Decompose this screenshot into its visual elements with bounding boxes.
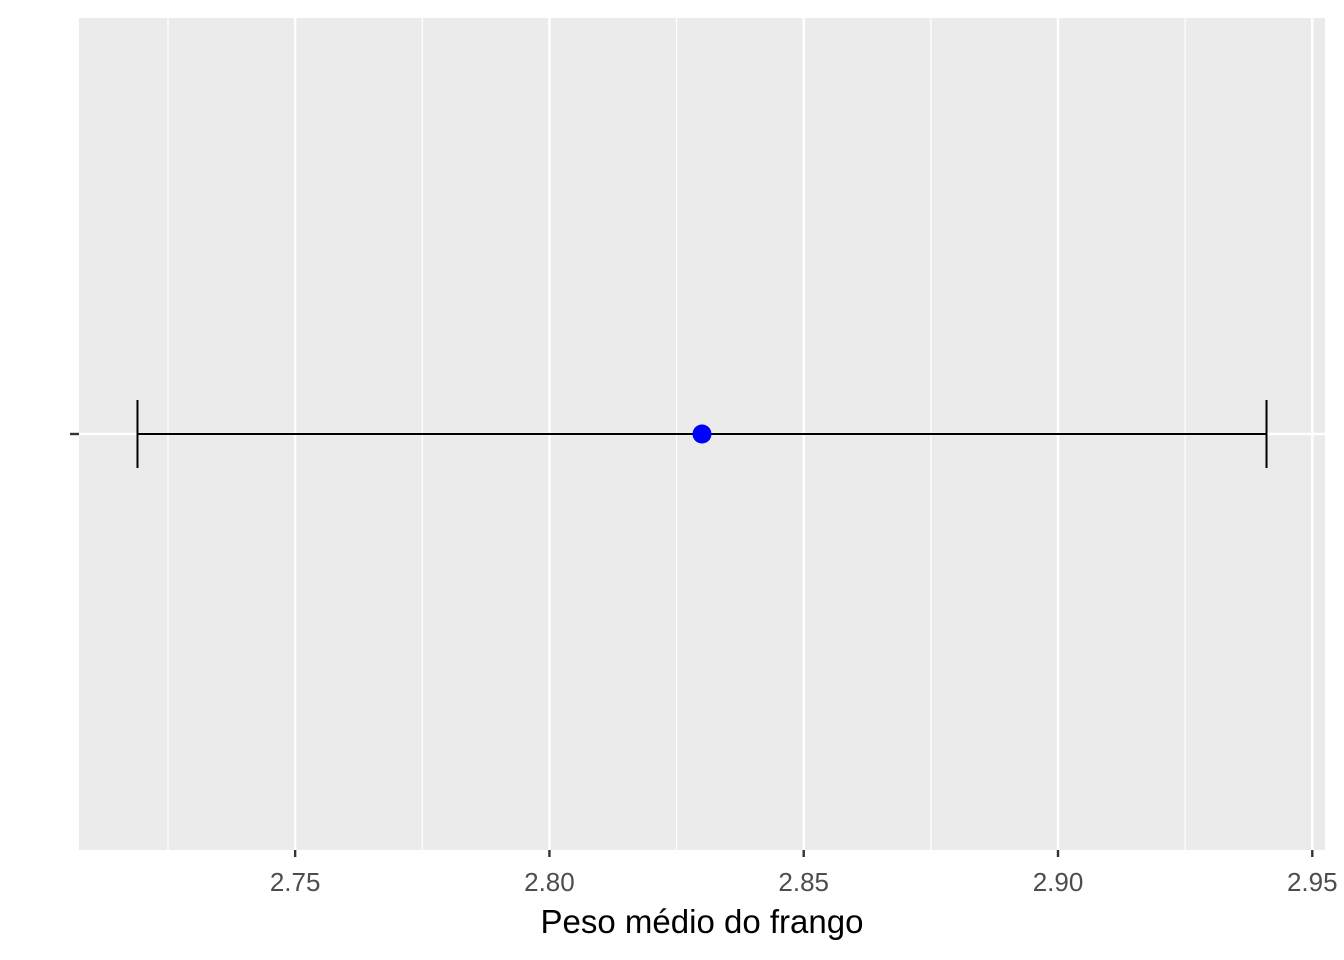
x-tick-label: 2.90	[1033, 867, 1084, 897]
x-axis-title: Peso médio do frango	[541, 903, 864, 940]
x-tick-label: 2.95	[1287, 867, 1338, 897]
x-tick-label: 2.75	[270, 867, 321, 897]
x-tick-label: 2.80	[524, 867, 575, 897]
x-axis-ticks	[293, 850, 1314, 857]
mean-point	[692, 424, 712, 444]
x-tick-label: 2.85	[778, 867, 829, 897]
